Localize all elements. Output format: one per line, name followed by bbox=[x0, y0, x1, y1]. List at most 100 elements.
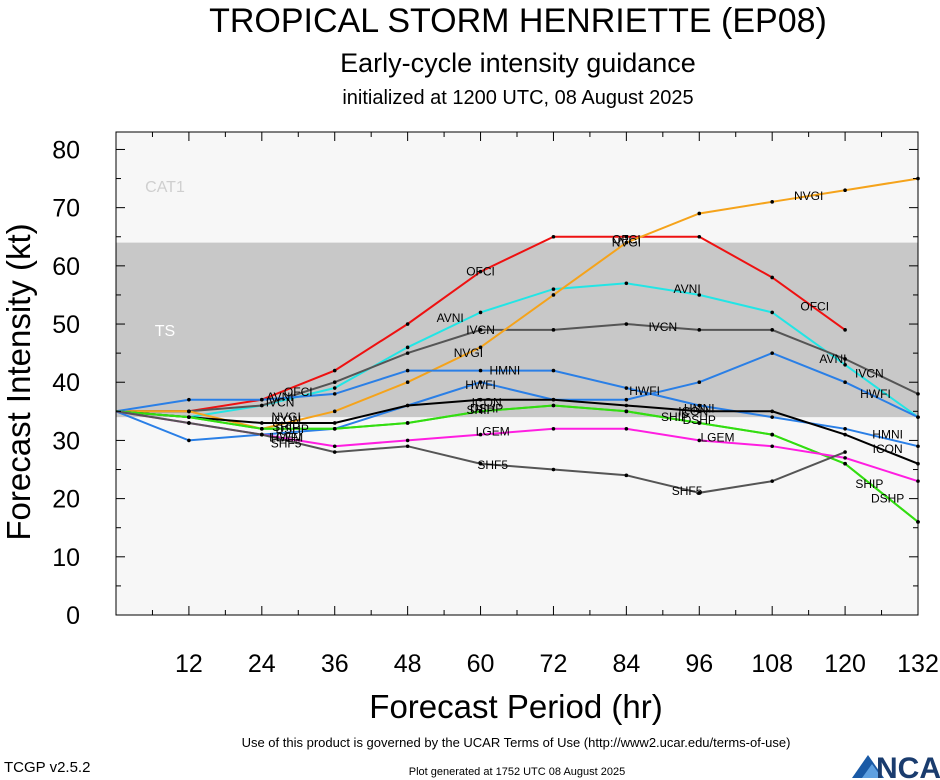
series-line-ivcn bbox=[116, 322, 919, 413]
x-tick-label: 84 bbox=[612, 650, 640, 678]
series-label-lgem: LGEM bbox=[476, 425, 510, 439]
chart-subtitle: Early-cycle intensity guidance bbox=[340, 48, 696, 78]
data-point-hmni bbox=[405, 368, 410, 373]
series-label-avni: AVNI bbox=[819, 352, 846, 366]
data-point-hwfi bbox=[697, 380, 702, 385]
series-line-icon bbox=[115, 398, 919, 465]
data-point-shf5 bbox=[478, 461, 483, 466]
data-point-shf5 bbox=[624, 473, 629, 478]
series-label-ivcn: IVCN bbox=[266, 396, 295, 410]
series-label-lgem: LGEM bbox=[700, 431, 734, 445]
data-point-avni bbox=[843, 362, 847, 367]
y-axis-label: Forecast Intensity (kt) bbox=[0, 223, 37, 540]
y-tick-label: 0 bbox=[66, 602, 80, 630]
data-point-nvgi bbox=[770, 200, 774, 204]
x-tick-label: 108 bbox=[751, 650, 793, 678]
series-label-shf5: SHF5 bbox=[271, 436, 302, 450]
series-line-hwfi bbox=[115, 352, 919, 442]
series-label-avni: AVNI bbox=[266, 390, 293, 404]
data-point-nvgi bbox=[843, 188, 847, 192]
data-point-hmni bbox=[187, 397, 191, 402]
data-point-lgem bbox=[332, 444, 337, 449]
data-point-nvgi bbox=[405, 380, 410, 385]
data-point-nvgi bbox=[478, 345, 483, 350]
x-tick-label: 132 bbox=[897, 650, 939, 678]
data-point-hmni bbox=[260, 397, 264, 402]
x-tick-label: 12 bbox=[175, 650, 203, 678]
data-point-lgem bbox=[843, 456, 847, 460]
data-point-ship bbox=[770, 432, 774, 437]
data-point-hmni bbox=[478, 368, 483, 373]
series-label-dshp: DSHP bbox=[276, 422, 309, 436]
data-point-ship bbox=[697, 421, 702, 425]
data-point-avni bbox=[624, 281, 629, 286]
data-point-hmni bbox=[770, 415, 774, 419]
band-label-cat1: CAT1 bbox=[145, 179, 185, 196]
data-point-avni bbox=[478, 310, 483, 315]
data-point-ivcn bbox=[770, 328, 774, 332]
series-label-hwfi: HWFI bbox=[465, 378, 496, 392]
x-tick-label: 60 bbox=[467, 650, 495, 678]
series-label-ivcn: IVCN bbox=[648, 320, 677, 334]
generated-time: Plot generated at 1752 UTC 08 August 202… bbox=[409, 766, 626, 778]
series-label-hmni: HMNI bbox=[490, 364, 521, 378]
x-tick-label: 72 bbox=[540, 650, 568, 678]
data-point-avni bbox=[551, 287, 556, 291]
data-point-ship bbox=[260, 426, 264, 431]
data-point-lgem bbox=[624, 426, 629, 431]
series-label-shf5: SHF5 bbox=[477, 458, 508, 472]
y-tick-label: 80 bbox=[52, 136, 80, 164]
series-line-hmni bbox=[115, 369, 919, 448]
data-point-shf5 bbox=[405, 444, 410, 449]
data-point-avni bbox=[332, 386, 337, 390]
series-label-hmni: HMNI bbox=[872, 428, 903, 442]
data-point-hwfi bbox=[187, 438, 191, 443]
y-tick-label: 10 bbox=[52, 544, 80, 572]
data-point-shf5 bbox=[260, 432, 264, 437]
logo-text: NCAR bbox=[876, 752, 940, 780]
data-point-icon bbox=[332, 421, 337, 425]
data-point-lgem bbox=[697, 438, 702, 443]
band-cat1 bbox=[116, 132, 918, 243]
series-label-dshp: DSHP bbox=[470, 401, 503, 415]
data-point-icon bbox=[624, 403, 629, 408]
series-label-ofci: OFCI bbox=[466, 265, 495, 279]
data-point-ship bbox=[843, 461, 847, 466]
series-label-ship: SHIP bbox=[855, 477, 883, 491]
series-label-ivcn: IVCN bbox=[466, 323, 495, 337]
series-label-ship: SHIP bbox=[467, 403, 495, 417]
data-point-ofci bbox=[770, 275, 774, 280]
data-point-ofci bbox=[332, 368, 337, 373]
terms-notice: Use of this product is governed by the U… bbox=[242, 735, 791, 750]
data-point-ship bbox=[187, 415, 191, 419]
ncar-logo: NCAR bbox=[852, 752, 940, 780]
data-point-shf5 bbox=[551, 467, 556, 472]
x-tick-label: 36 bbox=[321, 650, 349, 678]
series-label-hwfi: HWFI bbox=[860, 387, 891, 401]
series-label-dshp: DSHP bbox=[683, 413, 716, 427]
data-point-ivcn bbox=[260, 403, 264, 408]
series-label-ofci: OFCI bbox=[612, 233, 641, 247]
series-line-ship bbox=[115, 404, 919, 523]
series-label-icon: ICON bbox=[472, 396, 502, 410]
data-point-avni bbox=[697, 293, 702, 297]
data-point-nvgi bbox=[332, 409, 337, 414]
data-point-hmni bbox=[332, 392, 337, 396]
series-label-ofci: OFCI bbox=[800, 300, 829, 314]
series-label-lgem: LGEM bbox=[269, 431, 303, 445]
data-point-hmni bbox=[843, 426, 847, 431]
data-point-avni bbox=[770, 310, 774, 315]
data-point-shf5 bbox=[187, 421, 191, 425]
x-tick-label: 48 bbox=[394, 650, 422, 678]
data-point-lgem bbox=[405, 438, 410, 443]
data-point-ship bbox=[405, 421, 410, 425]
y-tick-label: 50 bbox=[52, 311, 80, 339]
data-point-nvgi bbox=[187, 409, 191, 414]
band-label-ts: TS bbox=[155, 323, 175, 340]
data-point-ofci bbox=[624, 234, 629, 239]
series-label-shf5: SHF5 bbox=[672, 484, 703, 498]
y-tick-label: 20 bbox=[52, 486, 80, 514]
series-label-dshp: DSHP bbox=[871, 492, 904, 506]
data-point-shf5 bbox=[697, 490, 702, 495]
